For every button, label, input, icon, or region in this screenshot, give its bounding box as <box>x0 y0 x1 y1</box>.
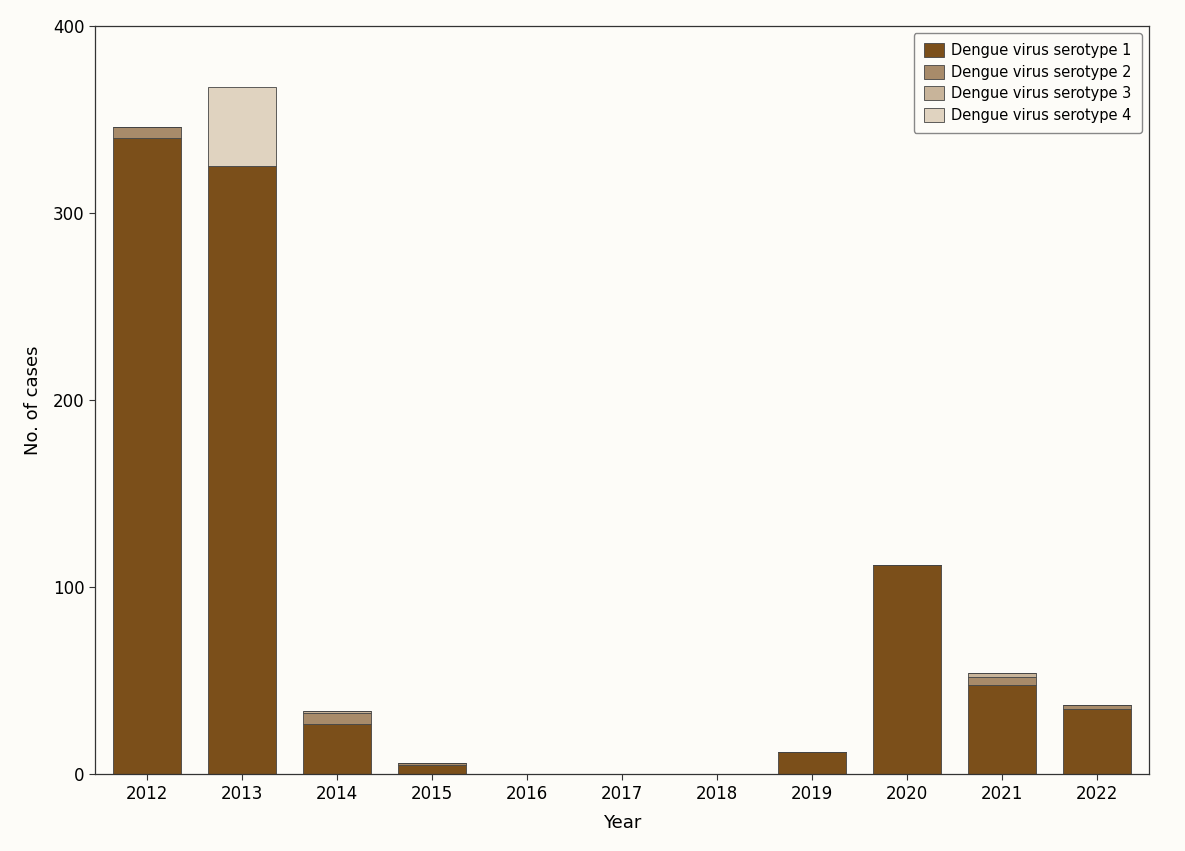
Bar <box>303 711 371 712</box>
Bar <box>398 765 467 774</box>
Legend: Dengue virus serotype 1, Dengue virus serotype 2, Dengue virus serotype 3, Dengu: Dengue virus serotype 1, Dengue virus se… <box>914 33 1142 133</box>
Bar <box>303 724 371 774</box>
Bar <box>1063 709 1132 774</box>
Bar <box>113 138 181 774</box>
Bar <box>303 712 371 724</box>
Bar <box>207 88 276 166</box>
Bar <box>873 565 941 774</box>
Bar <box>207 166 276 774</box>
Bar <box>968 684 1037 774</box>
Bar <box>968 677 1037 684</box>
X-axis label: Year: Year <box>603 814 641 832</box>
Bar <box>968 673 1037 677</box>
Bar <box>777 752 846 774</box>
Y-axis label: No. of cases: No. of cases <box>24 346 41 454</box>
Bar <box>1063 705 1132 709</box>
Bar <box>113 127 181 138</box>
Bar <box>398 763 467 765</box>
